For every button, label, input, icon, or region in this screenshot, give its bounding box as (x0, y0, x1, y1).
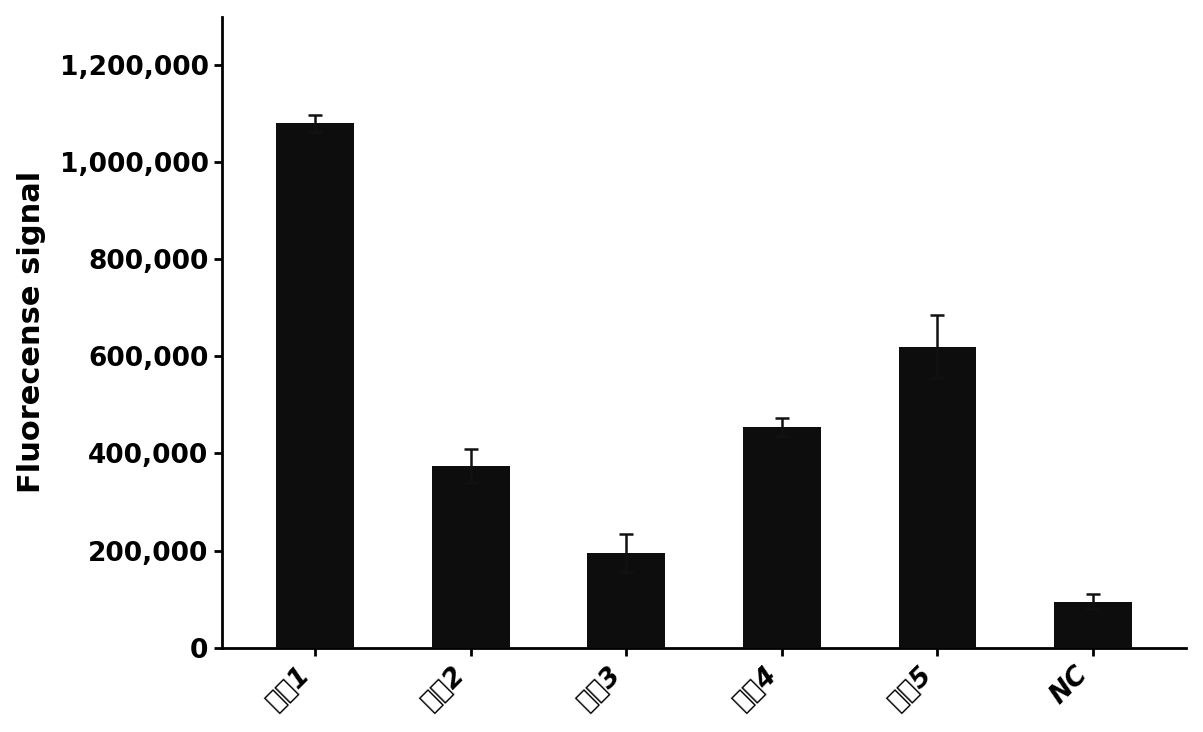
Bar (277, 124, 354, 648)
Bar (899, 347, 977, 648)
Bar (587, 553, 665, 648)
Y-axis label: Fluorecense signal: Fluorecense signal (17, 171, 46, 493)
Bar (432, 466, 510, 648)
Bar (1054, 602, 1132, 648)
Bar (743, 427, 820, 648)
